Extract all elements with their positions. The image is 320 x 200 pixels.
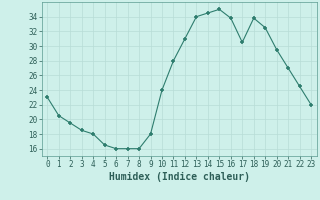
X-axis label: Humidex (Indice chaleur): Humidex (Indice chaleur) [109, 172, 250, 182]
